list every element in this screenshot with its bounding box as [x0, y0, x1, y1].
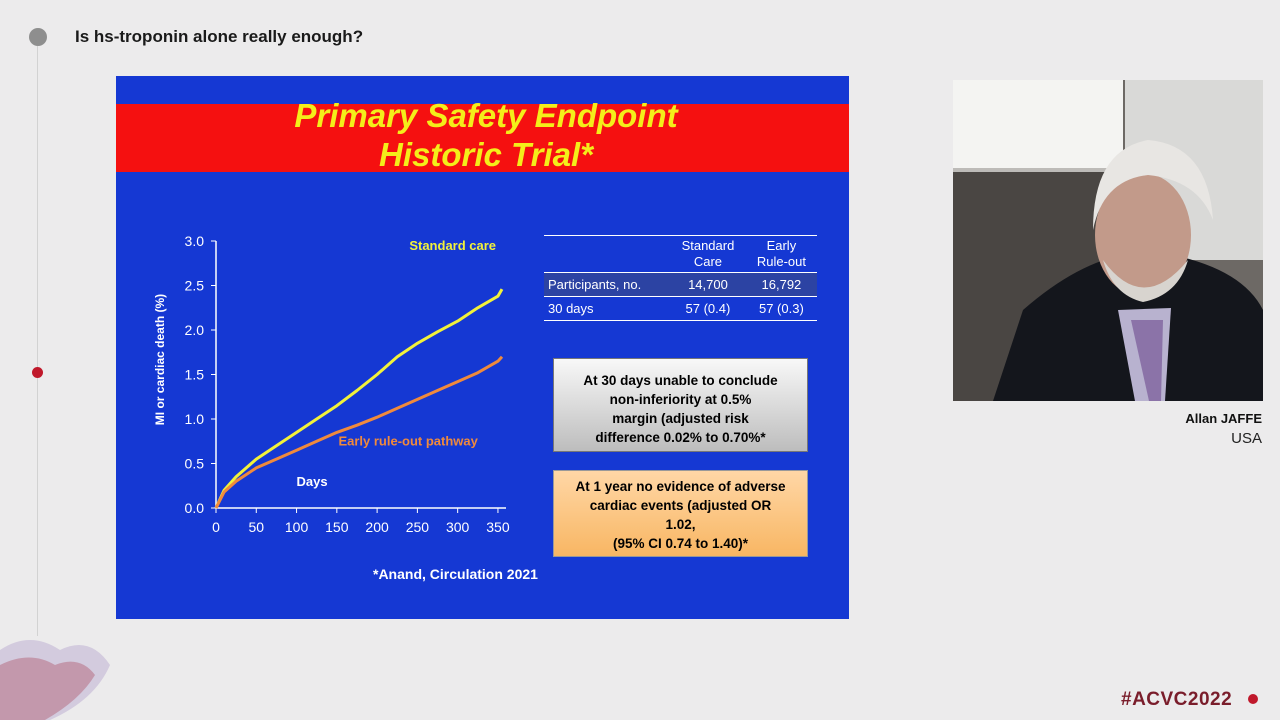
x-tick-label: 0	[212, 519, 220, 535]
one-year-line-3: 1.02,	[554, 515, 807, 534]
x-tick-label: 200	[365, 519, 389, 535]
x-tick-label: 350	[486, 519, 510, 535]
table-header-early-line1: Early	[750, 238, 813, 254]
y-axis-label: MI or cardiac death (%)	[153, 294, 167, 425]
x-tick-label: 50	[248, 519, 264, 535]
x-axis-label: Days	[297, 474, 328, 489]
y-tick-label: 2.0	[185, 322, 205, 338]
thirty-day-line-4: difference 0.02% to 0.70%*	[554, 428, 807, 447]
table-header-early: Early Rule-out	[746, 236, 817, 273]
thirty-day-result-box: At 30 days unable to conclude non-inferi…	[553, 358, 808, 452]
table-header-standard: Standard Care	[670, 236, 746, 273]
y-tick-label: 0.5	[185, 456, 205, 472]
y-tick-label: 1.5	[185, 367, 205, 383]
table-row: Participants, no. 14,700 16,792	[544, 273, 817, 297]
speaker-video-frame	[953, 80, 1263, 401]
series-line-early-rule-out	[216, 357, 502, 508]
chart-labels: MI or cardiac death (%) Days Standard care…	[153, 238, 496, 489]
decorative-heart-logo	[0, 630, 150, 720]
thirty-day-line-1: At 30 days unable to conclude	[554, 371, 807, 390]
participants-table: Standard Care Early Rule-out Participant…	[544, 235, 817, 321]
slide-title: Primary Safety Endpoint Historic Trial*	[196, 96, 776, 174]
x-tick-label: 100	[285, 519, 309, 535]
series-label-early-rule-out: Early rule-out pathway	[338, 434, 478, 449]
chart-ticks: 0.0 0.5 1.0 1.5 2.0 2.5 3.0 0 50 100 150 200 250 300 3…	[185, 233, 510, 535]
x-tick-label: 250	[406, 519, 430, 535]
table-cell-label: Participants, no.	[544, 273, 670, 297]
speaker-name: Allan JAFFE	[1185, 411, 1262, 426]
one-year-line-4: (95% CI 0.74 to 1.40)*	[554, 534, 807, 553]
timeline-chapter-marker[interactable]	[32, 367, 43, 378]
table-header-empty	[544, 236, 670, 273]
thirty-day-line-2: non-inferiority at 0.5%	[554, 390, 807, 409]
table-header-standard-line1: Standard	[674, 238, 742, 254]
event-hashtag: #ACVC2022	[1121, 689, 1232, 711]
table-cell-early: 57 (0.3)	[746, 297, 817, 321]
talk-title: Is hs-troponin alone really enough?	[75, 27, 363, 47]
timeline-current-marker[interactable]	[29, 28, 47, 46]
table-header-standard-line2: Care	[674, 254, 742, 270]
safety-endpoint-chart: 0.0 0.5 1.0 1.5 2.0 2.5 3.0 0 50 100 150 200 250 300 3…	[146, 226, 526, 556]
x-tick-label: 150	[325, 519, 349, 535]
table-header-early-line2: Rule-out	[750, 254, 813, 270]
one-year-line-2: cardiac events (adjusted OR	[554, 496, 807, 515]
slide-title-line-2: Historic Trial*	[196, 135, 776, 174]
table-cell-early: 16,792	[746, 273, 817, 297]
speaker-country: USA	[1231, 430, 1262, 447]
slide-panel: Primary Safety Endpoint Historic Trial* …	[116, 76, 849, 619]
y-tick-label: 3.0	[185, 233, 205, 249]
table-header-row: Standard Care Early Rule-out	[544, 236, 817, 273]
table-cell-label: 30 days	[544, 297, 670, 321]
table-row: 30 days 57 (0.4) 57 (0.3)	[544, 297, 817, 321]
y-tick-label: 2.5	[185, 278, 205, 294]
slide-citation: *Anand, Circulation 2021	[373, 566, 538, 582]
series-label-standard-care: Standard care	[409, 238, 496, 253]
chart-lines	[216, 289, 502, 508]
speaker-video[interactable]	[953, 80, 1263, 401]
hashtag-dot	[1248, 694, 1258, 704]
one-year-line-1: At 1 year no evidence of adverse	[554, 477, 807, 496]
slide-title-line-1: Primary Safety Endpoint	[196, 96, 776, 135]
one-year-result-box: At 1 year no evidence of adverse cardiac…	[553, 470, 808, 557]
y-tick-label: 1.0	[185, 411, 205, 427]
table-cell-standard: 57 (0.4)	[670, 297, 746, 321]
x-tick-label: 300	[446, 519, 470, 535]
table-cell-standard: 14,700	[670, 273, 746, 297]
thirty-day-line-3: margin (adjusted risk	[554, 409, 807, 428]
y-tick-label: 0.0	[185, 500, 205, 516]
timeline-line	[37, 46, 38, 636]
series-line-standard-care	[216, 289, 502, 508]
